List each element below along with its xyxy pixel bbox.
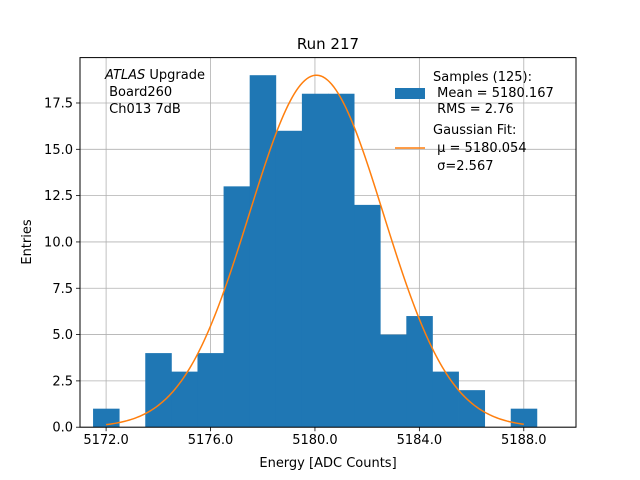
annotation-line-1: ATLAS Upgrade [104, 68, 205, 83]
gaussian-fit [106, 74, 524, 426]
annotation-line-2: Board260 [105, 85, 172, 100]
legend-fit-line-1: Gaussian Fit: [433, 123, 516, 138]
bar-7 [275, 130, 303, 428]
x-tick-label-2: 5180.0 [292, 433, 338, 448]
x-tick-label-4: 5188.0 [501, 433, 547, 448]
fit-curve [106, 74, 524, 426]
x-tick-label-3: 5184.0 [397, 433, 443, 448]
legend-samples-line-1: Samples (125): [433, 70, 532, 85]
y-tick-label-5: 12.5 [44, 189, 73, 204]
bar-0 [93, 408, 120, 428]
legend-samples-line-2: Mean = 5180.167 [433, 86, 554, 101]
bar-14 [458, 390, 486, 428]
bar-9 [328, 93, 355, 428]
annotation-rest: Upgrade [145, 68, 205, 83]
x-axis-label: Energy [ADC Counts] [259, 456, 396, 471]
annotation: ATLAS Upgrade Board260 Ch013 7dB [104, 68, 205, 117]
legend-samples-line-3: RMS = 2.76 [433, 102, 514, 117]
bar-10 [354, 204, 381, 428]
bar-8 [301, 93, 329, 428]
bar-11 [380, 334, 407, 428]
y-tick-label-4: 10.0 [44, 235, 73, 250]
y-tick-label-7: 17.5 [44, 96, 73, 111]
y-axis-ticks: 0.0 2.5 5.0 7.5 10.0 12.5 15.0 17.5 [44, 96, 80, 436]
annotation-line-3: Ch013 7dB [105, 102, 181, 117]
annotation-italic: ATLAS [104, 68, 145, 83]
legend-swatch-samples [395, 88, 425, 99]
bar-12 [406, 316, 433, 428]
y-tick-label-1: 2.5 [52, 374, 73, 389]
y-axis-label: Entries [20, 219, 35, 265]
x-tick-label-1: 5176.0 [188, 433, 234, 448]
bar-2 [145, 353, 172, 428]
y-tick-label-0: 0.0 [52, 421, 73, 436]
bar-4 [197, 353, 224, 428]
bar-3 [171, 371, 198, 428]
legend-fit-line-2: μ = 5180.054 [433, 141, 527, 156]
legend-fit-line-3: σ=2.567 [433, 159, 493, 174]
legend: Samples (125): Mean = 5180.167 RMS = 2.7… [395, 70, 554, 174]
chart-title: Run 217 [297, 35, 359, 53]
bar-16 [510, 408, 538, 428]
bar-13 [432, 371, 459, 428]
x-tick-label-0: 5172.0 [83, 433, 129, 448]
plot-frame [79, 57, 577, 428]
y-tick-label-3: 7.5 [52, 282, 73, 297]
y-tick-label-6: 15.0 [44, 143, 73, 158]
histogram-bars [93, 75, 538, 428]
y-tick-label-2: 5.0 [52, 328, 73, 343]
x-axis-ticks: 5172.0 5176.0 5180.0 5184.0 5188.0 [83, 427, 547, 448]
bar-6 [249, 75, 277, 428]
